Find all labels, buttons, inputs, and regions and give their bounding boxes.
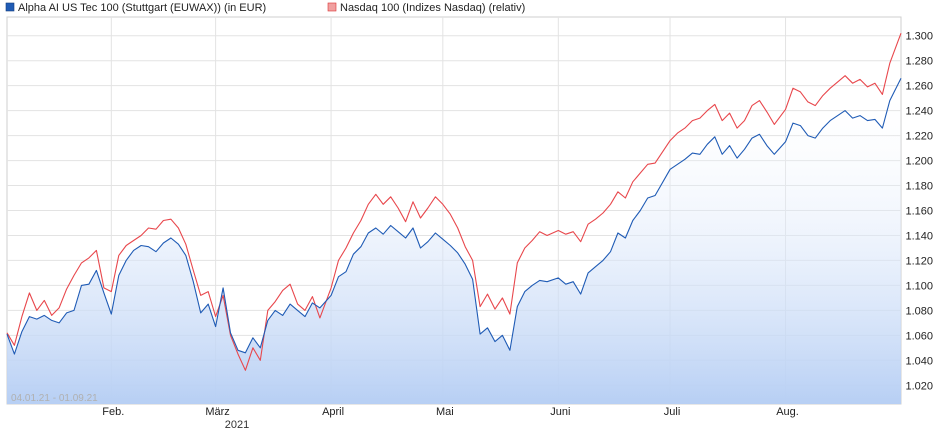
- series-lines: [6, 33, 902, 371]
- y-tick-label-8: 1.180: [905, 181, 933, 193]
- y-tick-label-11: 1.240: [905, 106, 933, 118]
- y-tick-label-12: 1.260: [905, 81, 933, 93]
- y-tick-label-6: 1.140: [905, 230, 933, 242]
- y-tick-label-0: 1.020: [905, 380, 933, 392]
- year-label: 2021: [225, 419, 249, 430]
- y-tick-label-3: 1.080: [905, 305, 933, 317]
- series-line-2: [6, 33, 902, 371]
- x-axis: Feb. März April Mai Juni Juli Aug.: [102, 406, 799, 418]
- y-axis: 1.020 1.040 1.060 1.080 1.100 1.120 1.140 1.160…: [905, 31, 933, 393]
- x-tick-label-4: Juni: [550, 406, 570, 418]
- date-range-label: 04.01.21 - 01.09.21: [11, 393, 98, 404]
- area-fill: [7, 78, 901, 404]
- y-tick-label-7: 1.160: [905, 206, 933, 218]
- x-tick-label-6: Aug.: [776, 406, 799, 418]
- series-area-1: [7, 78, 901, 404]
- x-tick-label-2: April: [322, 406, 344, 418]
- y-tick-label-9: 1.200: [905, 156, 933, 168]
- y-tick-label-14: 1.300: [905, 31, 933, 43]
- y-tick-label-1: 1.040: [905, 355, 933, 367]
- y-tick-label-10: 1.220: [905, 131, 933, 143]
- legend-label-series-2: Nasdaq 100 (Indizes Nasdaq) (relativ): [340, 2, 525, 14]
- y-tick-label-5: 1.120: [905, 255, 933, 267]
- y-tick-label-4: 1.100: [905, 280, 933, 292]
- legend-swatch-series-1: [5, 2, 15, 12]
- x-tick-label-5: Juli: [664, 406, 681, 418]
- series-line-1: [6, 77, 902, 355]
- x-tick-label-1: März: [205, 406, 229, 418]
- legend-swatch-series-2: [327, 2, 337, 12]
- x-tick-label-3: Mai: [436, 406, 454, 418]
- y-tick-label-13: 1.280: [905, 56, 933, 68]
- legend-label-series-1: Alpha AI US Tec 100 (Stuttgart (EUWAX)) …: [18, 2, 266, 14]
- x-tick-label-0: Feb.: [102, 406, 124, 418]
- legend: Alpha AI US Tec 100 (Stuttgart (EUWAX)) …: [5, 2, 525, 14]
- y-tick-label-2: 1.060: [905, 330, 933, 342]
